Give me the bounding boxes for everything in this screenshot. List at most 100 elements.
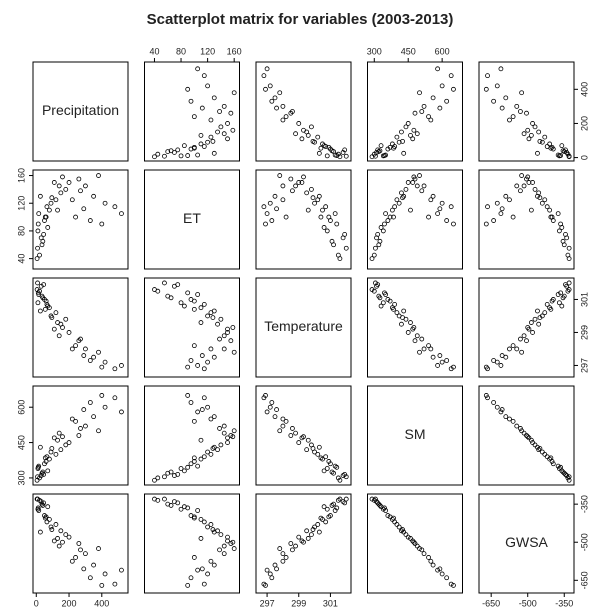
point xyxy=(566,287,572,292)
point xyxy=(371,252,377,258)
point xyxy=(312,200,317,206)
point xyxy=(421,551,427,557)
point xyxy=(373,280,378,286)
point xyxy=(528,132,534,138)
point xyxy=(96,349,101,355)
point xyxy=(280,103,286,109)
point xyxy=(211,529,217,535)
point xyxy=(208,522,214,527)
point xyxy=(380,300,386,306)
point xyxy=(63,442,69,448)
point xyxy=(491,218,497,223)
point xyxy=(400,315,405,321)
point xyxy=(178,506,184,512)
point xyxy=(405,180,411,185)
panel xyxy=(367,277,463,378)
point xyxy=(211,308,217,314)
point xyxy=(342,500,348,506)
point xyxy=(326,214,332,220)
point xyxy=(69,558,75,564)
point xyxy=(269,575,275,581)
point xyxy=(40,295,46,301)
point xyxy=(76,541,82,546)
point xyxy=(280,551,286,557)
variable-label: Precipitation xyxy=(42,102,119,118)
point xyxy=(510,214,516,220)
point xyxy=(102,571,108,577)
point xyxy=(430,354,436,360)
point xyxy=(556,228,562,234)
point xyxy=(37,193,43,199)
point xyxy=(36,508,42,513)
point xyxy=(288,176,294,182)
point xyxy=(548,306,554,312)
point xyxy=(419,188,425,194)
point xyxy=(66,534,72,540)
point xyxy=(392,519,398,525)
point xyxy=(318,515,324,521)
point xyxy=(528,207,534,213)
point xyxy=(267,200,273,206)
point xyxy=(264,211,270,217)
point xyxy=(318,145,324,151)
point xyxy=(102,200,108,206)
point xyxy=(205,449,211,455)
point xyxy=(309,186,314,192)
point xyxy=(87,575,93,581)
point xyxy=(421,346,427,352)
point xyxy=(53,310,59,316)
panel xyxy=(478,385,575,486)
point xyxy=(162,280,167,286)
point xyxy=(389,207,395,213)
point xyxy=(296,534,302,540)
point xyxy=(185,505,191,511)
point xyxy=(310,446,316,451)
point xyxy=(102,404,108,410)
point xyxy=(542,197,548,203)
point xyxy=(525,174,531,180)
point xyxy=(91,354,97,360)
point xyxy=(392,204,398,210)
panel xyxy=(32,385,129,486)
point xyxy=(221,543,227,549)
point xyxy=(299,136,305,142)
point xyxy=(198,132,204,138)
point xyxy=(225,121,230,126)
point xyxy=(119,211,124,217)
point xyxy=(280,117,286,123)
point xyxy=(323,454,329,460)
point xyxy=(530,121,535,126)
point xyxy=(191,343,197,349)
point xyxy=(49,195,55,201)
point xyxy=(521,183,527,189)
point xyxy=(272,562,278,568)
point xyxy=(87,400,93,405)
point xyxy=(400,195,405,201)
point xyxy=(542,451,548,457)
point xyxy=(35,245,40,251)
point xyxy=(380,228,386,234)
point xyxy=(198,516,204,522)
point xyxy=(451,364,456,370)
point xyxy=(392,301,398,307)
point xyxy=(400,527,405,532)
point xyxy=(419,547,425,553)
point xyxy=(191,306,197,312)
point xyxy=(198,141,204,147)
panel xyxy=(144,385,240,486)
point xyxy=(387,144,393,150)
point xyxy=(310,138,316,144)
point xyxy=(428,346,434,352)
point xyxy=(102,359,108,365)
x-tick-label: 450 xyxy=(401,46,416,56)
point xyxy=(58,447,64,453)
point xyxy=(558,221,564,227)
point xyxy=(377,148,383,154)
point xyxy=(208,117,214,123)
point xyxy=(528,320,534,325)
point xyxy=(537,138,543,144)
point xyxy=(525,434,531,440)
point xyxy=(66,180,72,185)
point xyxy=(548,455,554,461)
point xyxy=(201,144,207,149)
